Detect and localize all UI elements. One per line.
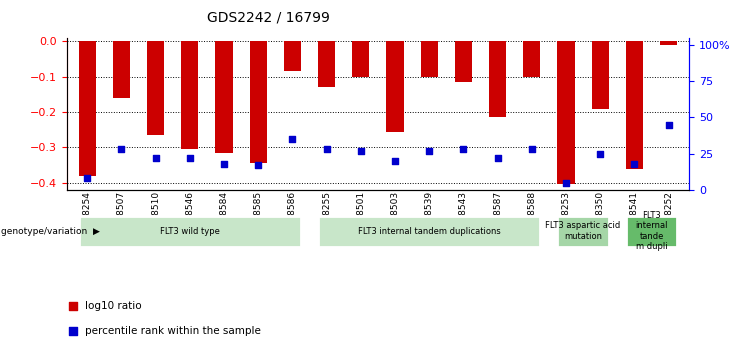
Point: [218, 161, 230, 167]
Text: FLT3 aspartic acid
mutation: FLT3 aspartic acid mutation: [545, 221, 621, 241]
Point: [82, 175, 93, 181]
Text: log10 ratio: log10 ratio: [85, 302, 142, 311]
Bar: [284, 41, 301, 71]
Point: [628, 161, 640, 167]
Point: [594, 151, 606, 156]
Point: [492, 155, 504, 161]
Bar: [318, 41, 335, 87]
Text: FLT3 internal tandem duplications: FLT3 internal tandem duplications: [358, 227, 501, 236]
Bar: [421, 41, 438, 77]
Point: [526, 147, 538, 152]
Point: [321, 147, 333, 152]
Point: [457, 147, 469, 152]
Bar: [79, 41, 96, 176]
Point: [116, 147, 127, 152]
Bar: [216, 41, 233, 153]
Bar: [352, 41, 369, 77]
Point: [320, 189, 332, 195]
Point: [287, 136, 299, 142]
Bar: [660, 41, 677, 45]
Text: genotype/variation  ▶: genotype/variation ▶: [1, 227, 99, 236]
Bar: [387, 41, 404, 131]
Point: [252, 162, 264, 168]
Bar: [455, 41, 472, 82]
Point: [423, 148, 435, 154]
FancyBboxPatch shape: [318, 216, 540, 247]
Bar: [591, 41, 609, 109]
Bar: [523, 41, 540, 77]
Text: FLT3
internal
tande
m dupli: FLT3 internal tande m dupli: [635, 211, 668, 251]
Text: GDS2242 / 16799: GDS2242 / 16799: [207, 10, 330, 24]
Point: [150, 155, 162, 161]
Point: [355, 148, 367, 154]
Text: percentile rank within the sample: percentile rank within the sample: [85, 326, 261, 336]
Bar: [182, 41, 199, 149]
Point: [389, 158, 401, 164]
Bar: [489, 41, 506, 117]
Point: [560, 180, 572, 185]
FancyBboxPatch shape: [79, 216, 301, 247]
Bar: [113, 41, 130, 98]
FancyBboxPatch shape: [626, 216, 677, 247]
Point: [184, 155, 196, 161]
Point: [662, 122, 674, 127]
Bar: [557, 41, 574, 185]
Text: FLT3 wild type: FLT3 wild type: [160, 227, 220, 236]
Bar: [626, 41, 643, 169]
Bar: [147, 41, 165, 135]
Bar: [250, 41, 267, 163]
FancyBboxPatch shape: [557, 216, 609, 247]
